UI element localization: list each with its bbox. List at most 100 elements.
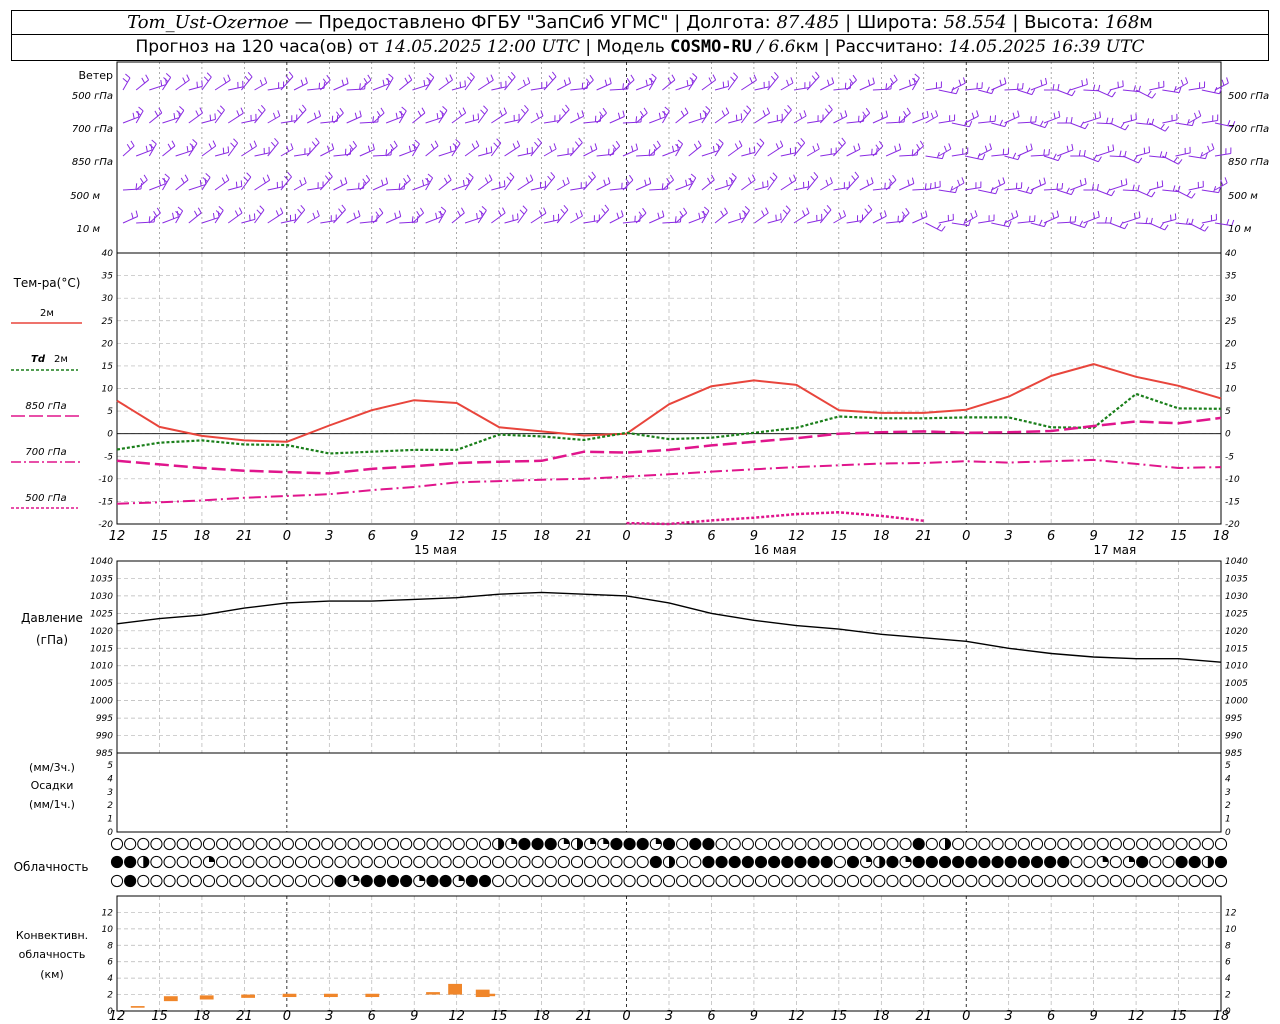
cloud-circle-full [1017,855,1030,869]
wind-barb [346,83,366,91]
wind-barb-staff [478,151,492,157]
cloud-quarter-fill [603,838,609,844]
precip-tick-left: 3 [107,788,113,798]
wind-barb-flag [926,110,929,118]
x-tick-lower: 12 [788,1009,805,1024]
wind-barb-staff [1083,216,1100,224]
wind-barb [727,172,737,191]
wind-barb [793,207,810,224]
wind-barb-flag [901,211,907,217]
wind-barb-flag [259,79,263,86]
wind-barb-flag [739,212,742,220]
wind-barb-flag [743,109,749,115]
wind-barb-flag [1061,183,1064,190]
wind-barb-flag [1180,79,1184,86]
cloud-circle-clear [189,874,202,888]
wind-barb-flag [344,177,348,184]
wind-barb-flag [797,141,802,148]
wind-barb-staff [570,115,584,124]
wind-barb-flag [311,141,317,147]
wind-barb-staff [793,115,807,124]
wind-barb-flag [892,174,897,181]
cloud-circle-clear [400,837,413,851]
cloud-circle-full [846,855,860,869]
wind-barb [136,216,156,224]
wind-barb-staff [1214,153,1231,157]
wind-barb-flag [775,214,777,221]
wind-barb [254,77,268,91]
wind-barb-flag [249,214,251,221]
cloud-circle-clear [386,855,400,869]
wind-barb-flag [197,207,202,214]
altitude-value: 168 [1104,12,1140,33]
wind-barb-flag [574,141,580,147]
cloud-circle-clear [925,874,938,888]
wind-barb [504,213,519,224]
cloud-circle-clear [833,837,846,851]
pressure-tick-left: 1035 [90,574,113,584]
cloud-circle-clear [1004,874,1017,888]
wind-barb-staff [188,183,207,191]
wind-barb [951,219,972,227]
wind-barb-flag [222,147,225,154]
wind-barb-staff [622,179,634,191]
wind-barb [899,77,916,91]
cloud-circle-clear [1214,837,1228,851]
wind-barb [820,147,837,157]
wind-barb-flag [486,77,490,84]
wind-barb-flag [753,146,756,153]
temp-tick-left: 40 [102,249,114,259]
wind-barb-flag [615,140,621,147]
wind-barb [148,107,163,124]
wind-barb-flag [752,174,756,181]
cloud-circle-clear [978,837,991,851]
wind-barb-flag [385,177,389,184]
wind-barb [188,138,198,157]
wind-barb [122,210,139,224]
cloud-circle-clear [1149,837,1162,851]
wind-barb-flag [298,108,304,114]
series-t850 [116,416,1222,475]
precip-tick-right: 4 [1225,774,1231,784]
wind-barb-staff [148,212,161,224]
x-tick-lower: 18 [194,1009,211,1024]
cloud-circle-clear [715,874,728,888]
wind-barb-staff [701,210,710,224]
wind-barb-staff [280,148,294,157]
wind-barb-flag [1058,110,1061,118]
wind-barb [293,204,306,224]
cloud-circle-clear [518,874,531,888]
wind-barb-flag [502,207,506,214]
wind-barb-flag [457,210,461,217]
wind-barb-staff [188,143,198,157]
wind-barb-flag [423,79,426,87]
wind-barb [254,174,271,191]
wind-barb-flag [599,111,604,117]
data-series [116,363,1222,1008]
wind-barb-staff [1043,155,1059,162]
wind-barb-flag [287,171,292,178]
wind-barb [333,107,344,124]
wind-barb-flag [642,207,647,214]
wind-barb-flag [838,141,843,147]
temp-tick-left: 25 [102,317,114,327]
cloud-circle-clear [505,874,518,888]
wind-barb-flag [1093,154,1098,161]
wind-barb-staff [438,149,457,157]
wind-barb [1096,144,1115,157]
convective-bar [426,992,440,995]
wind-barb-staff [1214,122,1233,128]
wind-barb [438,206,447,224]
x-tick-lower: 6 [1047,1009,1055,1024]
wind-barb-staff [1162,155,1179,165]
wind-barb-flag [247,71,253,78]
pressure-tick-left: 1000 [90,697,113,707]
wind-barb-staff [1149,222,1165,231]
wind-barb-staff [477,179,493,191]
wind-barb [925,222,946,232]
wind-barb-staff [333,112,344,124]
wind-barb [1122,184,1140,192]
wind-barb-staff [609,116,625,124]
x-tick-lower: 9 [750,1009,758,1024]
wind-barb-flag [679,216,682,223]
